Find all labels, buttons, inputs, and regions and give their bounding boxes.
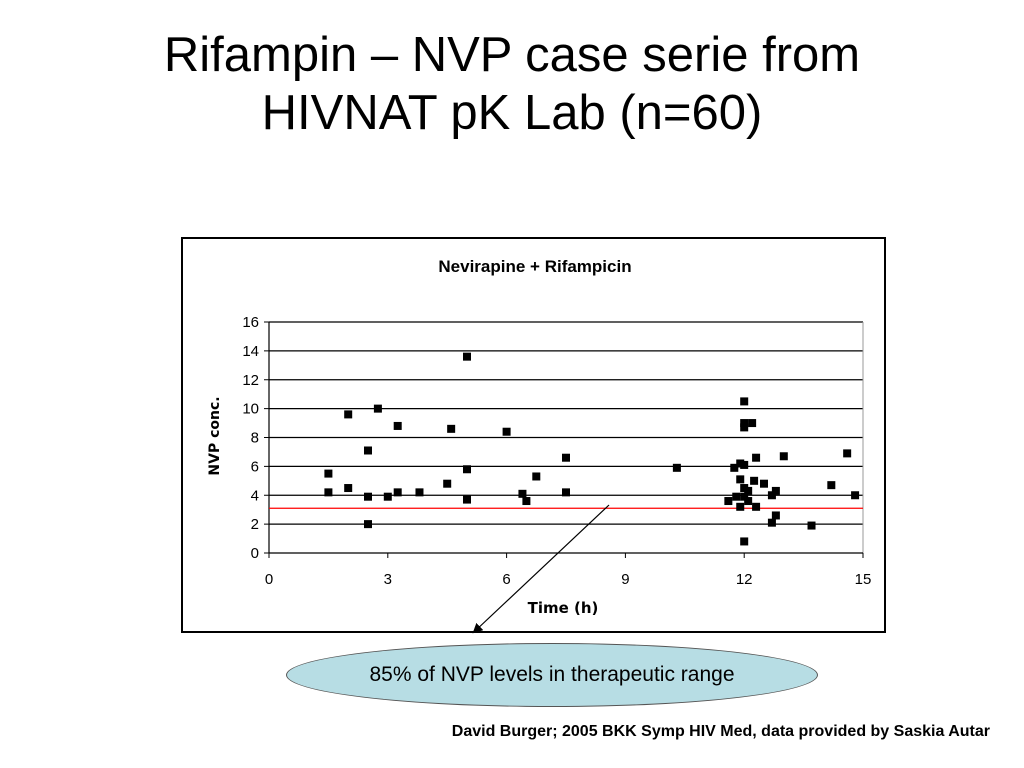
data-point	[562, 488, 570, 497]
x-tick-label: 9	[621, 571, 629, 588]
data-point	[744, 486, 753, 495]
data-point	[522, 497, 531, 506]
data-point	[393, 421, 402, 430]
data-point	[383, 492, 392, 501]
y-tick-label: 6	[251, 458, 259, 475]
data-point	[730, 463, 739, 472]
callout-text: 85% of NVP levels in therapeutic range	[369, 663, 735, 686]
data-point	[518, 489, 527, 498]
data-point	[364, 520, 372, 529]
data-point	[415, 488, 424, 497]
data-point	[767, 518, 776, 527]
data-point	[744, 497, 753, 506]
data-point	[736, 475, 745, 484]
data-points	[324, 352, 860, 546]
data-point	[364, 492, 372, 501]
x-tick-label: 3	[384, 571, 392, 588]
data-point	[827, 481, 836, 490]
slide-title-line-2: HIVNAT pK Lab (n=60)	[261, 86, 763, 140]
data-point	[740, 423, 749, 432]
data-point	[562, 453, 570, 462]
x-tick-label: 12	[736, 571, 753, 588]
data-point	[740, 419, 749, 428]
y-tick-label: 0	[251, 545, 259, 562]
data-point	[752, 453, 761, 462]
data-point	[851, 491, 860, 500]
y-tick-label: 16	[242, 314, 259, 331]
scatter-chart: Nevirapine + Rifampicin 0 2 4 6 8 10 12 14 16 0 3 6…	[207, 257, 871, 617]
data-point	[463, 352, 471, 361]
data-point	[364, 446, 372, 455]
x-axis-label: Time (h)	[528, 599, 599, 617]
data-point	[843, 449, 852, 458]
x-tick-label: 6	[502, 571, 510, 588]
data-point	[532, 472, 541, 481]
data-point	[760, 479, 768, 488]
chart-frame: Nevirapine + Rifampicin 0 2 4 6 8 10 12 14 16 0 3 6…	[181, 237, 886, 633]
data-point	[324, 488, 333, 497]
data-point	[771, 511, 780, 520]
data-point	[724, 497, 733, 506]
source-credit: David Burger; 2005 BKK Symp HIV Med, dat…	[451, 723, 990, 740]
data-point	[779, 452, 788, 461]
slide-title: Rifampin – NVP case serie from HIVNAT pK…	[0, 26, 1024, 142]
tick-labels: 0 2 4 6 8 10 12 14 16 0 3 6 9 12 15	[242, 314, 871, 588]
y-tick-label: 2	[251, 516, 259, 533]
data-point	[443, 479, 452, 488]
data-point	[393, 488, 402, 497]
data-point	[740, 397, 749, 406]
data-point	[344, 410, 353, 419]
y-tick-label: 12	[242, 372, 259, 389]
chart-title: Nevirapine + Rifampicin	[438, 257, 631, 276]
y-tick-label: 10	[242, 401, 259, 418]
y-tick-label: 8	[251, 430, 259, 447]
y-tick-label: 4	[251, 487, 259, 504]
data-point	[750, 476, 759, 485]
data-point	[463, 465, 471, 474]
y-tick-label: 14	[242, 343, 259, 360]
data-point	[324, 469, 333, 478]
data-point	[771, 486, 780, 495]
data-point	[373, 404, 382, 413]
x-tick-label: 15	[855, 571, 872, 588]
data-point	[807, 521, 816, 530]
data-point	[752, 502, 761, 511]
data-point	[740, 492, 749, 501]
data-point	[344, 484, 353, 493]
x-tick-label: 0	[265, 571, 273, 588]
slide-title-line-1: Rifampin – NVP case serie from	[163, 28, 861, 82]
data-point	[672, 463, 681, 472]
data-point	[748, 419, 757, 428]
y-axis-label: NVP conc.	[207, 396, 223, 475]
data-point	[732, 492, 741, 501]
therapeutic-range-callout: 85% of NVP levels in therapeutic range	[286, 643, 818, 707]
data-point	[463, 495, 471, 504]
data-point	[740, 460, 749, 469]
data-point	[502, 427, 511, 436]
data-point	[447, 424, 456, 433]
data-point	[736, 502, 745, 511]
data-point	[740, 537, 749, 546]
data-point	[767, 491, 776, 500]
